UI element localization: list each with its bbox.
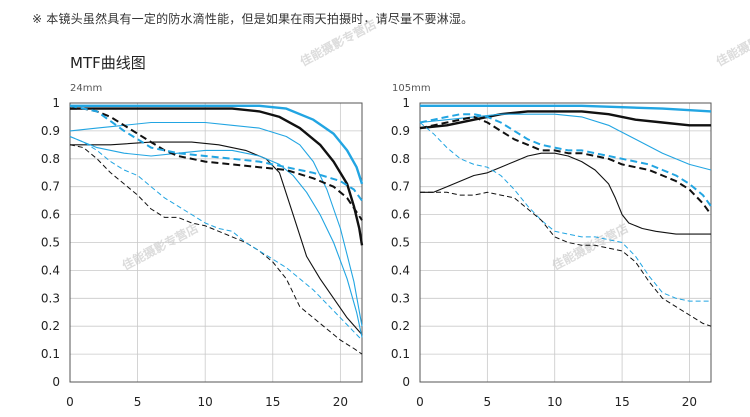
x-tick-label: 0 [66, 395, 74, 409]
y-tick-label: 0.7 [41, 180, 60, 194]
mtf-series-line [69, 135, 363, 338]
y-tick-label: 0.8 [41, 152, 60, 166]
mtf-series-line [69, 144, 363, 355]
y-tick-label: 0.2 [41, 319, 60, 333]
mtf-series-line [420, 191, 712, 327]
mtf-series-line [419, 122, 711, 302]
y-tick-label: 1 [52, 96, 60, 110]
mtf-series-line [419, 110, 711, 130]
chart-title-24mm: 24mm [70, 83, 103, 94]
x-tick-label: 15 [265, 395, 280, 409]
y-tick-label: 0.1 [391, 347, 410, 361]
mtf-series-line [69, 104, 363, 202]
mtf-series-line [70, 104, 364, 185]
mtf-series-line [70, 107, 364, 246]
plot-frame [419, 102, 712, 383]
x-tick-label: 20 [682, 395, 697, 409]
x-tick-label: 10 [198, 395, 213, 409]
y-tick-label: 0.6 [41, 208, 60, 222]
y-tick-label: 0.6 [391, 208, 410, 222]
section-title: MTF曲线图 [70, 54, 146, 72]
y-tick-label: 0.5 [41, 236, 60, 250]
y-tick-label: 0.9 [41, 124, 60, 138]
y-tick-label: 0 [52, 375, 60, 389]
y-tick-label: 0.1 [41, 347, 60, 361]
mtf-series-line [420, 104, 712, 113]
x-tick-label: 5 [484, 395, 492, 409]
mtf-series-line [70, 107, 363, 221]
y-tick-label: 0.4 [391, 263, 410, 277]
disclaimer-note: ※ 本镜头虽然具有一定的防水滴性能，但是如果在雨天拍摄时，请尽量不要淋湿。 [32, 12, 474, 26]
mtf-series-line [420, 152, 711, 235]
y-tick-label: 0.9 [391, 124, 410, 138]
x-tick-label: 20 [333, 395, 348, 409]
y-tick-label: 0.5 [391, 236, 410, 250]
mtf-series-line [69, 121, 363, 327]
x-tick-label: 15 [614, 395, 629, 409]
mtf-series-line [419, 115, 712, 216]
mtf-series-line [69, 136, 363, 341]
y-tick-label: 0 [402, 375, 410, 389]
y-tick-label: 0.2 [391, 319, 410, 333]
y-tick-label: 0.4 [41, 263, 60, 277]
x-tick-label: 0 [416, 395, 424, 409]
chart-title-105mm: 105mm [392, 83, 431, 94]
y-tick-label: 0.7 [391, 180, 410, 194]
mtf-series-line [419, 113, 712, 207]
y-tick-label: 0.8 [391, 152, 410, 166]
y-tick-label: 0.3 [391, 291, 410, 305]
y-tick-label: 1 [402, 96, 410, 110]
mtf-series-line [70, 141, 363, 335]
x-tick-label: 5 [134, 395, 142, 409]
y-tick-label: 0.3 [41, 291, 60, 305]
x-tick-label: 10 [547, 395, 562, 409]
